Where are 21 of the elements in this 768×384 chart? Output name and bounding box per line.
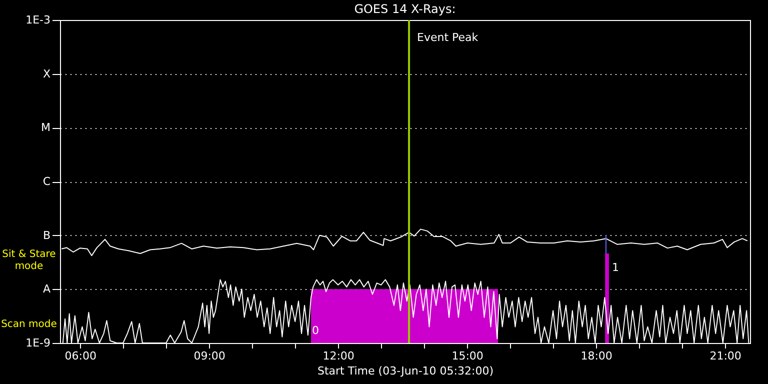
y-tick-label: M	[41, 121, 50, 134]
text: Sit & Stare mode	[1, 249, 57, 273]
x-tick-label: 06:00	[64, 350, 96, 362]
x-tick-label: 18:00	[580, 350, 612, 362]
x-axis-title: Start Time (03-Jun-10 05:32:00)	[318, 364, 494, 378]
y-tick-label: 1E-3	[26, 14, 50, 26]
y-tick-label: B	[42, 228, 50, 242]
chart-title: GOES 14 X-Rays:	[353, 2, 457, 16]
ref-line-label: Event Peak	[417, 31, 479, 44]
y-tick-label: C	[42, 175, 51, 188]
x-tick-label: 15:00	[452, 350, 484, 362]
y-tick-label: 1E-9	[26, 336, 50, 350]
annotation: 0	[312, 324, 319, 337]
x-tick-label: 12:00	[322, 350, 354, 362]
line-series	[61, 228, 748, 256]
y-tick-label: A	[42, 282, 51, 296]
x-tick-label: 21:00	[710, 350, 742, 362]
text: Scan mode	[0, 319, 58, 331]
y-tick-label: X	[42, 67, 51, 80]
annotation: 1	[612, 261, 619, 274]
x-tick-label: 09:00	[194, 350, 226, 362]
